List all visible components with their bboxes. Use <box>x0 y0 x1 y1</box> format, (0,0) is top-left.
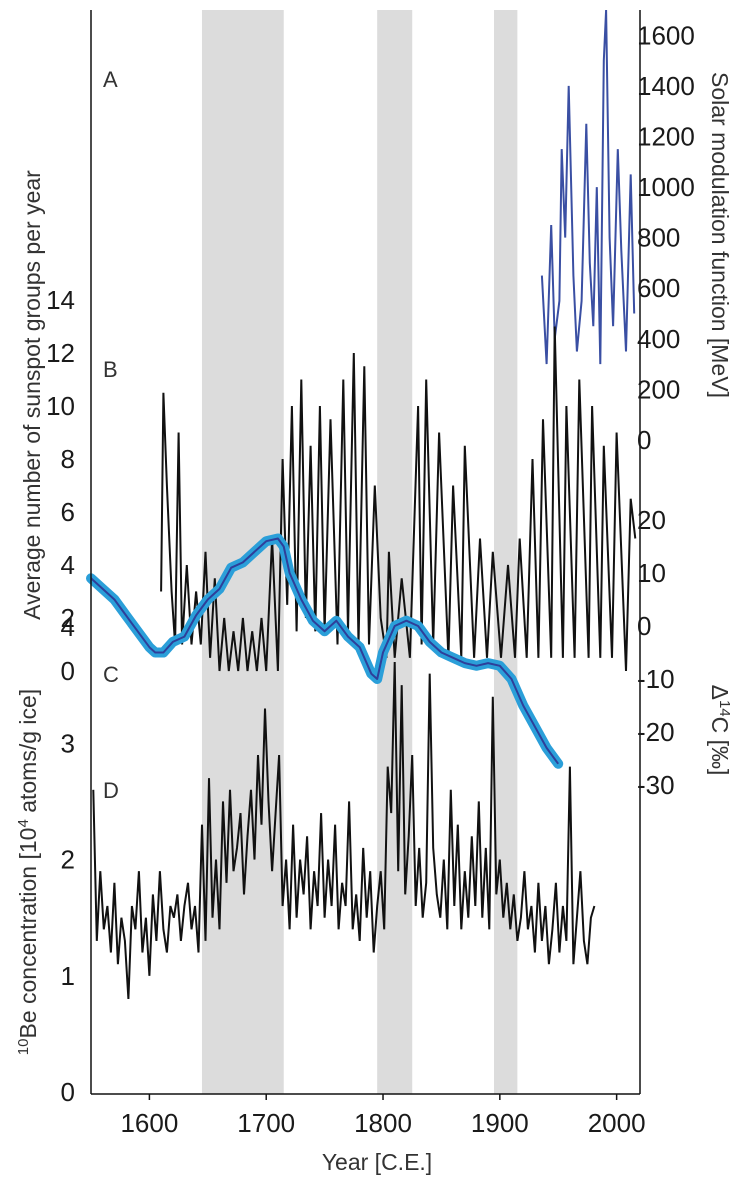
panel-d-y-tick-label: 1 <box>61 961 75 991</box>
panel-c-y-tick-label: 0 <box>637 611 651 641</box>
panel-b-y-tick-label: 14 <box>46 285 75 315</box>
panel-b-y-tick-label: 6 <box>61 497 75 527</box>
panel-a-y-tick-label: 800 <box>637 223 680 253</box>
panel-a-y-tick-label: 400 <box>637 324 680 354</box>
panel-a-y-tick-label: 1600 <box>637 20 695 50</box>
panel-d-y-tick-label: 2 <box>61 845 75 875</box>
panel-label-c: C <box>103 662 119 687</box>
axis-labels: Solar modulation function [MeV] Average n… <box>15 72 733 1055</box>
panel-b-y-tick-label: 8 <box>61 444 75 474</box>
panel-b-y-tick-label: 10 <box>46 391 75 421</box>
plot-frame <box>90 10 641 1095</box>
panel-c-y-tick-label: -30 <box>637 770 675 800</box>
panel-c-y-tick-label: -10 <box>637 664 675 694</box>
y-axis-ticks: 0200400600800100012001400160002468101214… <box>46 20 695 1107</box>
x-tick-label: 1700 <box>237 1108 295 1138</box>
grand-minimum-shading <box>201 10 518 1094</box>
panel-label-a: A <box>103 67 118 92</box>
panel-d-y-axis-label: 10Be concentration [104 atoms/g ice] <box>15 689 41 1055</box>
x-tick-label: 1600 <box>120 1108 178 1138</box>
panel-a-y-tick-label: 1000 <box>637 172 695 202</box>
panel-b-y-tick-label: 0 <box>61 656 75 686</box>
x-axis-ticks: 1600 1700 1800 1900 2000 <box>120 1094 646 1138</box>
series-b-line <box>160 326 637 672</box>
x-tick-label: 1800 <box>354 1108 412 1138</box>
panel-c-y-tick-label: 20 <box>637 505 666 535</box>
series-d-line <box>92 661 596 1000</box>
panel-a-y-tick-label: 600 <box>637 273 680 303</box>
panel-a-y-tick-label: 1200 <box>637 122 695 152</box>
panel-c-y-tick-label: -20 <box>637 717 675 747</box>
panel-c-y-axis-label: Δ14C [‰] <box>707 685 733 776</box>
panel-b-y-tick-label: 12 <box>46 338 75 368</box>
panel-b-y-axis-label: Average number of sunspot groups per yea… <box>19 170 45 620</box>
panel-a-y-tick-label: 200 <box>637 374 680 404</box>
panel-label-d: D <box>103 778 119 803</box>
series-a-line <box>540 9 636 365</box>
panel-d-y-tick-label: 3 <box>61 728 75 758</box>
panel-a-y-axis-label: Solar modulation function [MeV] <box>707 72 733 398</box>
x-axis-label: Year [C.E.] <box>322 1149 432 1175</box>
shaded-interval-2 <box>377 10 413 1094</box>
x-tick-label: 1900 <box>471 1108 529 1138</box>
panel-label-b: B <box>103 357 118 382</box>
panel-b-y-tick-label: 2 <box>61 603 75 633</box>
shaded-interval-3 <box>493 10 518 1094</box>
shaded-interval-1 <box>201 10 284 1094</box>
panel-c-y-tick-label: 10 <box>637 558 666 588</box>
series-c-line <box>90 537 560 765</box>
x-tick-label: 2000 <box>588 1108 646 1138</box>
panel-b-y-tick-label: 4 <box>61 550 75 580</box>
data-series <box>86 9 637 1000</box>
panel-d-y-tick-label: 0 <box>61 1077 75 1107</box>
panel-a-y-tick-label: 0 <box>637 425 651 455</box>
panel-d-y-tick-label: 4 <box>61 612 75 642</box>
panel-a-y-tick-label: 1400 <box>637 71 695 101</box>
